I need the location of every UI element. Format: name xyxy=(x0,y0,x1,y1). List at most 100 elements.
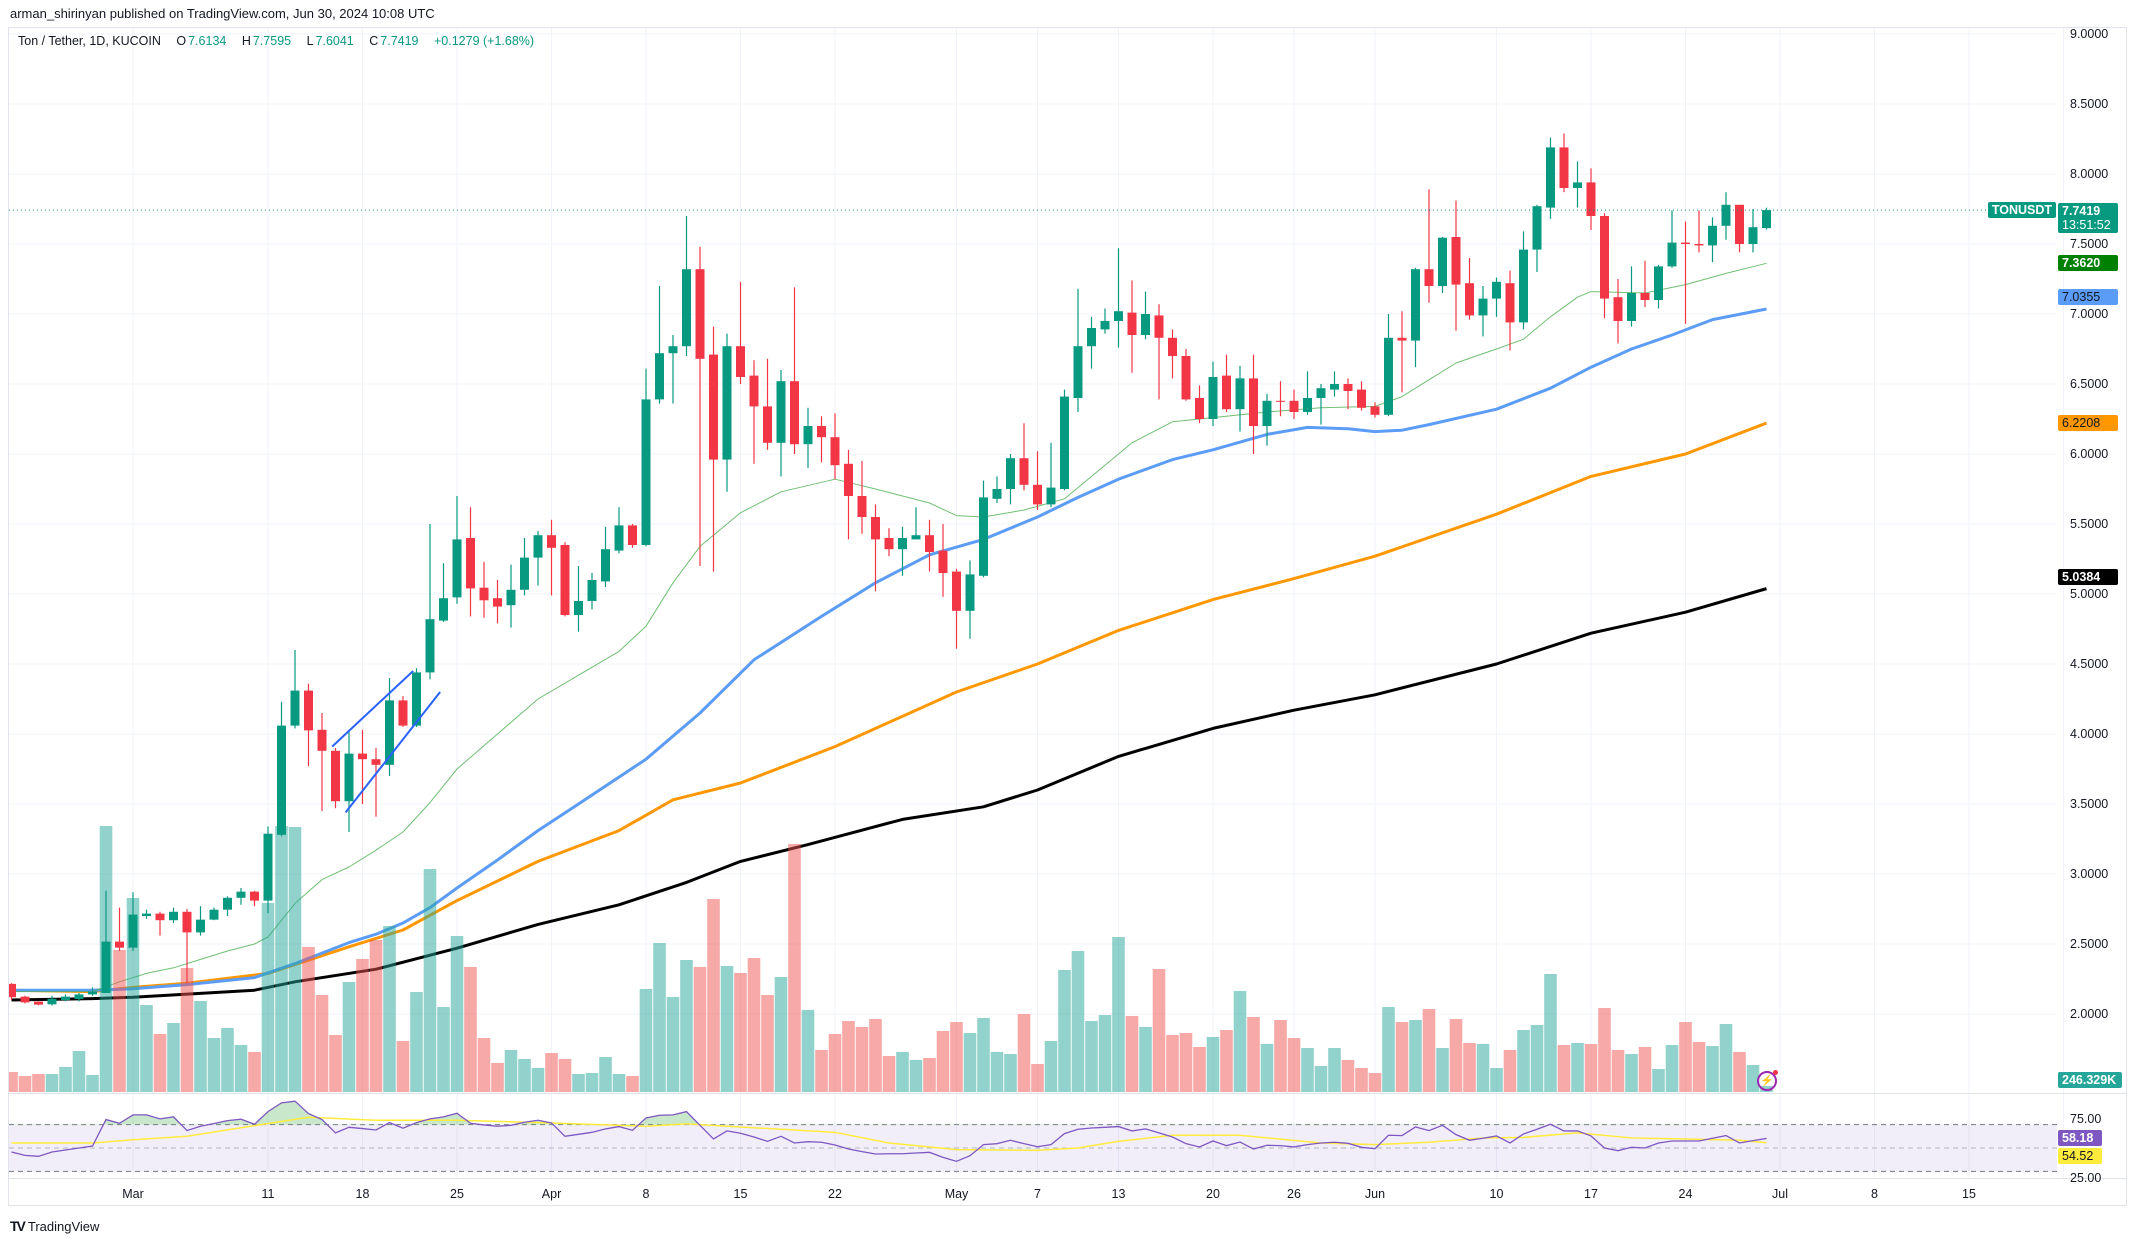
ema-200-line xyxy=(11,587,1767,1002)
volume-bar xyxy=(221,1028,234,1092)
chart-frame xyxy=(8,27,2127,1206)
tradingview-logo[interactable]: TV TradingView xyxy=(10,1218,99,1234)
candle-body xyxy=(641,399,651,545)
candle-body xyxy=(1613,297,1623,321)
parallel-channel-drawing[interactable] xyxy=(331,670,441,814)
candle-body xyxy=(1384,337,1393,415)
volume-bar xyxy=(545,1053,558,1092)
volume-bar xyxy=(302,947,315,1092)
price-tick: 5.0000 xyxy=(2070,587,2109,601)
volume-bar xyxy=(396,1041,410,1092)
volume-bar xyxy=(1247,1017,1260,1092)
candle-body xyxy=(1411,269,1420,341)
volume-bar xyxy=(491,1063,504,1092)
candle-body xyxy=(182,911,192,933)
lightning-icon[interactable]: ⚡ xyxy=(1757,1070,1778,1091)
volume-bar xyxy=(1557,1045,1571,1092)
volume-bar xyxy=(1341,1060,1355,1092)
candle-body xyxy=(1370,406,1380,415)
volume-bar xyxy=(18,1076,32,1092)
volume-bar xyxy=(923,1058,936,1092)
candle-body xyxy=(1424,269,1434,286)
candle-body xyxy=(1019,458,1029,485)
volume-bar xyxy=(194,1001,207,1092)
candle-body xyxy=(1141,314,1150,335)
volume-bar xyxy=(774,977,788,1092)
candle-body xyxy=(1208,377,1218,419)
high-label: H xyxy=(241,34,251,48)
volume-bar xyxy=(59,1067,72,1092)
candle-body xyxy=(628,525,637,545)
volume-bar xyxy=(288,827,302,1092)
candle-body xyxy=(1465,283,1474,316)
candle-body xyxy=(506,589,516,606)
candle-body xyxy=(1168,337,1177,356)
change-value: +0.1279 (+1.68%) xyxy=(434,34,535,48)
candle-body xyxy=(9,983,16,998)
volume-bar xyxy=(369,940,383,1092)
candle-body xyxy=(466,538,475,589)
candle-body xyxy=(479,587,489,601)
candle-body xyxy=(1492,281,1501,299)
volume-bar xyxy=(423,869,437,1092)
candle-body xyxy=(817,426,826,438)
candle-body xyxy=(1640,293,1650,300)
volume-bar xyxy=(383,926,396,1092)
candle-body xyxy=(1235,378,1245,410)
volume-bar xyxy=(1409,1020,1422,1092)
volume-bar xyxy=(1733,1052,1746,1092)
publish-info: arman_shirinyan published on TradingView… xyxy=(10,6,435,21)
volume-bar xyxy=(882,1056,896,1092)
symbol-price-tag: TONUSDT xyxy=(1987,202,2056,219)
rsi-value-label: 58.18 xyxy=(2058,1130,2102,1147)
price-tick: 6.5000 xyxy=(2070,377,2109,391)
volume-bar xyxy=(1746,1065,1760,1092)
volume-bar xyxy=(261,903,275,1092)
price-tick: 2.0000 xyxy=(2070,1007,2109,1021)
last-price-value: 7.7419 xyxy=(2062,204,2101,219)
candle-body xyxy=(1060,396,1069,489)
volume-bar xyxy=(1679,1022,1692,1092)
price-tick: 6.0000 xyxy=(2070,447,2109,461)
price-tick: 4.5000 xyxy=(2070,657,2109,671)
volume-bar xyxy=(1355,1068,1368,1092)
volume-bar xyxy=(1071,951,1085,1092)
candle-body xyxy=(493,598,502,607)
candle-body xyxy=(1478,298,1488,316)
candle-body xyxy=(34,1001,43,1005)
volume-bar xyxy=(113,950,126,1092)
candle-body xyxy=(1505,283,1515,323)
candle-body xyxy=(1006,458,1015,489)
volume-bar xyxy=(977,1018,990,1092)
volume-bar xyxy=(1004,1054,1017,1092)
symbol-title[interactable]: Ton / Tether, 1D, KUCOIN xyxy=(18,34,161,48)
volume-bar xyxy=(477,1038,491,1092)
candle-body xyxy=(1559,147,1569,188)
volume-bar xyxy=(342,982,356,1092)
volume-bar xyxy=(1233,991,1247,1092)
volume-bar xyxy=(1584,1044,1598,1092)
volume-bar xyxy=(1706,1046,1719,1092)
high-value: 7.7595 xyxy=(252,34,292,48)
candle-body xyxy=(1262,400,1272,426)
volume-bar xyxy=(639,989,653,1092)
bar-countdown: 13:51:52 xyxy=(2062,218,2111,233)
volume-bar xyxy=(720,966,734,1092)
candle-body xyxy=(385,700,394,765)
volume-bar xyxy=(1463,1043,1476,1092)
candle-body xyxy=(88,991,97,995)
volume-bar xyxy=(1490,1068,1503,1092)
candle-body xyxy=(1721,204,1731,226)
candle-body xyxy=(412,672,421,726)
volume-bar xyxy=(1085,1021,1098,1092)
volume-bar xyxy=(572,1074,585,1092)
candle-body xyxy=(1222,375,1231,410)
volume-bar xyxy=(666,997,680,1092)
price-tick: 3.5000 xyxy=(2070,797,2109,811)
volume-bar xyxy=(963,1033,977,1092)
close-label: C xyxy=(369,34,379,48)
candle-body xyxy=(1276,400,1285,402)
candle-body xyxy=(236,891,246,898)
candle-body xyxy=(398,700,408,726)
